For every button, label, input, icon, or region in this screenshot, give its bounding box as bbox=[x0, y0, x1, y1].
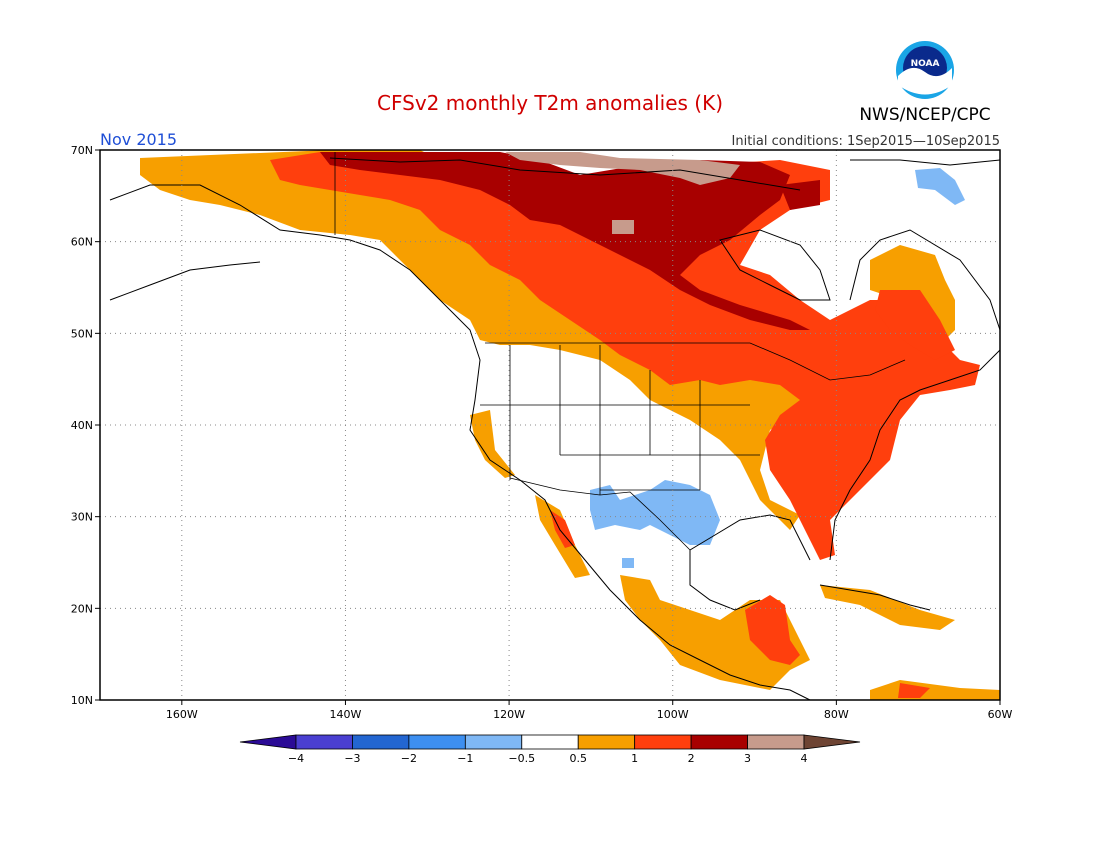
colorbar-bin bbox=[747, 734, 805, 750]
anomaly-region-pink bbox=[505, 152, 740, 185]
lat-tick-label: 70N bbox=[71, 144, 93, 157]
anomaly-region-red-sa bbox=[898, 683, 930, 698]
colorbar-label: −1 bbox=[457, 752, 473, 765]
map-title: CFSv2 monthly T2m anomalies (K) bbox=[377, 91, 723, 115]
anomaly-fields bbox=[140, 150, 1000, 700]
lon-tick-label: 100W bbox=[657, 708, 689, 721]
anomaly-region-red bbox=[270, 152, 980, 560]
colorbar-label: −4 bbox=[288, 752, 304, 765]
colorbar-label: 4 bbox=[801, 752, 808, 765]
anomaly-region-red-ne-cap bbox=[875, 290, 955, 360]
month-label: Nov 2015 bbox=[100, 130, 177, 149]
coastline-alaska-south bbox=[109, 261, 261, 301]
colorbar-bin bbox=[295, 734, 353, 750]
coastline-greenland bbox=[850, 159, 1001, 166]
anomaly-region-darkred-islands bbox=[780, 180, 820, 210]
colorbar-label: −3 bbox=[344, 752, 360, 765]
colorbar-bin bbox=[690, 734, 748, 750]
lat-tick-label: 60N bbox=[71, 236, 93, 249]
coastline-labrador bbox=[849, 229, 1001, 331]
latitude-axis: 70N 60N 50N 40N 30N 20N 10N bbox=[71, 144, 100, 707]
graticule bbox=[100, 150, 1000, 700]
anomaly-region-orange-carib bbox=[820, 585, 955, 630]
lon-tick-label: 120W bbox=[493, 708, 525, 721]
anomaly-region-orange-west bbox=[470, 410, 515, 478]
colorbar-bin bbox=[408, 734, 466, 750]
border-states-lon bbox=[509, 345, 701, 495]
lat-tick-label: 30N bbox=[71, 511, 93, 524]
colorbar-bin bbox=[352, 734, 410, 750]
coastline-cuba bbox=[819, 584, 931, 611]
coastline-arctic bbox=[329, 157, 801, 191]
border-states-lat bbox=[480, 404, 760, 491]
anomaly-region-pink-small bbox=[612, 220, 634, 234]
anomaly-region-darkred bbox=[320, 152, 810, 330]
noaa-logo: NOAA bbox=[896, 41, 954, 99]
anomaly-region-blue-small bbox=[622, 558, 634, 568]
lat-tick-label: 10N bbox=[71, 694, 93, 707]
anomaly-region-red-baja bbox=[550, 510, 575, 548]
lon-tick-label: 160W bbox=[166, 708, 198, 721]
logo-text: NOAA bbox=[911, 59, 940, 69]
colorbar: −4 −3 −2 −1 −0.5 0.5 1 2 3 4 bbox=[239, 734, 861, 765]
lon-tick-label: 140W bbox=[330, 708, 362, 721]
coastline-gulf bbox=[689, 514, 811, 611]
lon-tick-label: 60W bbox=[988, 708, 1013, 721]
anomaly-region-blue-labrador bbox=[915, 168, 965, 205]
lat-tick-label: 50N bbox=[71, 327, 93, 340]
coastline-hudson-bay bbox=[719, 229, 831, 301]
colorbar-label: 0.5 bbox=[569, 752, 587, 765]
coastlines bbox=[109, 157, 1001, 701]
init-conditions: Initial conditions: 1Sep2015—10Sep2015 bbox=[732, 134, 1000, 149]
border-us-canada bbox=[485, 342, 906, 381]
colorbar-label: 3 bbox=[744, 752, 751, 765]
anomaly-region-red-central-am bbox=[745, 595, 800, 665]
lon-tick-label: 80W bbox=[824, 708, 849, 721]
longitude-axis: 160W 140W 120W 100W 80W 60W bbox=[166, 700, 1013, 721]
lat-tick-label: 20N bbox=[71, 602, 93, 615]
colorbar-bin bbox=[521, 734, 579, 750]
border-us-mexico bbox=[509, 477, 691, 551]
agency-label: NWS/NCEP/CPC bbox=[859, 105, 990, 125]
colorbar-label: −2 bbox=[401, 752, 417, 765]
coastline-north-america bbox=[109, 184, 811, 701]
colorbar-bin bbox=[803, 734, 861, 750]
anomaly-region-blue-texas bbox=[590, 480, 720, 545]
lat-tick-label: 40N bbox=[71, 419, 93, 432]
map-area bbox=[99, 149, 1001, 701]
colorbar-bin bbox=[634, 734, 692, 750]
colorbar-bin bbox=[577, 734, 636, 750]
colorbar-bin bbox=[464, 734, 523, 750]
colorbar-label: 1 bbox=[631, 752, 638, 765]
coastline-east bbox=[829, 349, 1001, 561]
borders bbox=[334, 152, 906, 551]
colorbar-label: 2 bbox=[688, 752, 695, 765]
colorbar-label: −0.5 bbox=[508, 752, 535, 765]
anomaly-region-orange bbox=[140, 150, 820, 530]
colorbar-bin bbox=[239, 734, 297, 750]
